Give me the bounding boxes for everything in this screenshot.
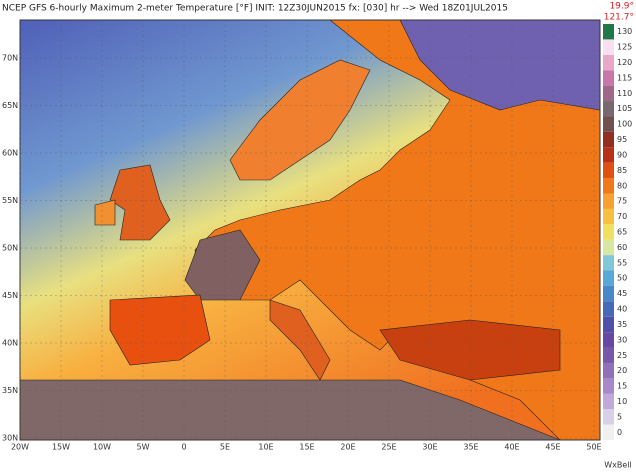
- colorbar-label: 100: [617, 120, 632, 129]
- colorbar-label: 45: [617, 289, 627, 298]
- colorbar-swatch: [603, 347, 614, 363]
- lat-label: 50N: [2, 244, 18, 253]
- colorbar-label: 25: [617, 351, 627, 360]
- lat-label: 60N: [2, 149, 18, 158]
- colorbar-label: 110: [617, 89, 632, 98]
- colorbar-label: 130: [617, 27, 632, 36]
- colorbar-swatch: [603, 316, 614, 333]
- colorbar-swatch: [603, 147, 614, 163]
- title: NCEP GFS 6-hourly Maximum 2-meter Temper…: [2, 4, 508, 14]
- colorbar-swatch: [603, 409, 614, 425]
- colorbar-swatch: [603, 255, 614, 271]
- colorbar-label: 65: [617, 228, 627, 237]
- colorbar-swatch: [603, 24, 614, 40]
- colorbar-swatch: [603, 85, 614, 102]
- lon-label: 15E: [299, 443, 314, 452]
- colorbar-label: 115: [617, 73, 632, 82]
- lon-label: 10W: [93, 443, 111, 452]
- lat-label: 35N: [2, 386, 18, 395]
- colorbar-label: 35: [617, 320, 627, 329]
- colorbar-swatch: [603, 208, 614, 225]
- colorbar-label: 15: [617, 382, 627, 391]
- colorbar-label: 85: [617, 166, 627, 175]
- colorbar-label: 40: [617, 305, 627, 314]
- colorbar-swatch: [603, 332, 614, 348]
- colorbar-swatch: [603, 178, 614, 194]
- lon-label: 20W: [11, 443, 29, 452]
- colorbar-swatch: [603, 131, 614, 148]
- colorbar-swatch: [603, 424, 614, 440]
- lat-label: 65N: [2, 101, 18, 110]
- colorbar-label: 60: [617, 243, 627, 252]
- lat-label: 45N: [2, 291, 18, 300]
- colorbar-swatch: [603, 378, 614, 394]
- colorbar-swatch: [603, 224, 614, 240]
- colorbar-label: 10: [617, 397, 627, 406]
- lon-label: 10E: [258, 443, 273, 452]
- lon-label: 30E: [422, 443, 437, 452]
- lon-label: 40E: [504, 443, 519, 452]
- colorbar-label: 20: [617, 366, 627, 375]
- lat-label: 55N: [2, 196, 18, 205]
- lon-label: 0: [181, 443, 186, 452]
- lon-label: 25E: [381, 443, 396, 452]
- colorbar-label: 50: [617, 274, 627, 283]
- max-value: 121.7°: [604, 13, 634, 23]
- colorbar-swatch: [603, 116, 614, 132]
- colorbar-label: 30: [617, 335, 627, 344]
- lat-label: 70N: [2, 54, 18, 63]
- colorbar-swatch: [603, 270, 614, 286]
- colorbar-label: 0: [617, 428, 622, 437]
- lon-label: 5W: [137, 443, 150, 452]
- colorbar-swatch: [603, 301, 614, 317]
- colorbar-label: 55: [617, 258, 627, 267]
- colorbar-label: 90: [617, 150, 627, 159]
- colorbar-label: 80: [617, 181, 627, 190]
- lon-label: 50E: [586, 443, 601, 452]
- lon-label: 20E: [340, 443, 355, 452]
- min-value: 19.9°: [609, 2, 634, 12]
- lat-label: 30N: [2, 434, 18, 443]
- lat-label: 40N: [2, 339, 18, 348]
- lon-label: 5E: [220, 443, 230, 452]
- colorbar-label: 125: [617, 43, 632, 52]
- land: [19, 19, 601, 441]
- colorbar-swatch: [603, 101, 614, 117]
- colorbar-label: 105: [617, 104, 632, 113]
- colorbar-swatch: [603, 239, 614, 256]
- lon-label: 15W: [52, 443, 70, 452]
- colorbar-label: 5: [617, 412, 622, 421]
- colorbar-swatch: [603, 362, 614, 379]
- colorbar-swatch: [603, 193, 614, 209]
- colorbar-label: 75: [617, 197, 627, 206]
- colorbar-swatch: [603, 39, 614, 55]
- colorbar-swatch: [603, 54, 614, 71]
- colorbar-swatch: [603, 70, 614, 86]
- colorbar-label: 95: [617, 135, 627, 144]
- lon-label: 35E: [463, 443, 478, 452]
- colorbar-label: 70: [617, 212, 627, 221]
- colorbar-swatch: [603, 162, 614, 179]
- colorbar-swatch: [603, 285, 614, 302]
- credit: WxBell: [604, 461, 632, 470]
- colorbar-label: 120: [617, 58, 632, 67]
- colorbar-swatch: [603, 393, 614, 410]
- lon-label: 45E: [545, 443, 560, 452]
